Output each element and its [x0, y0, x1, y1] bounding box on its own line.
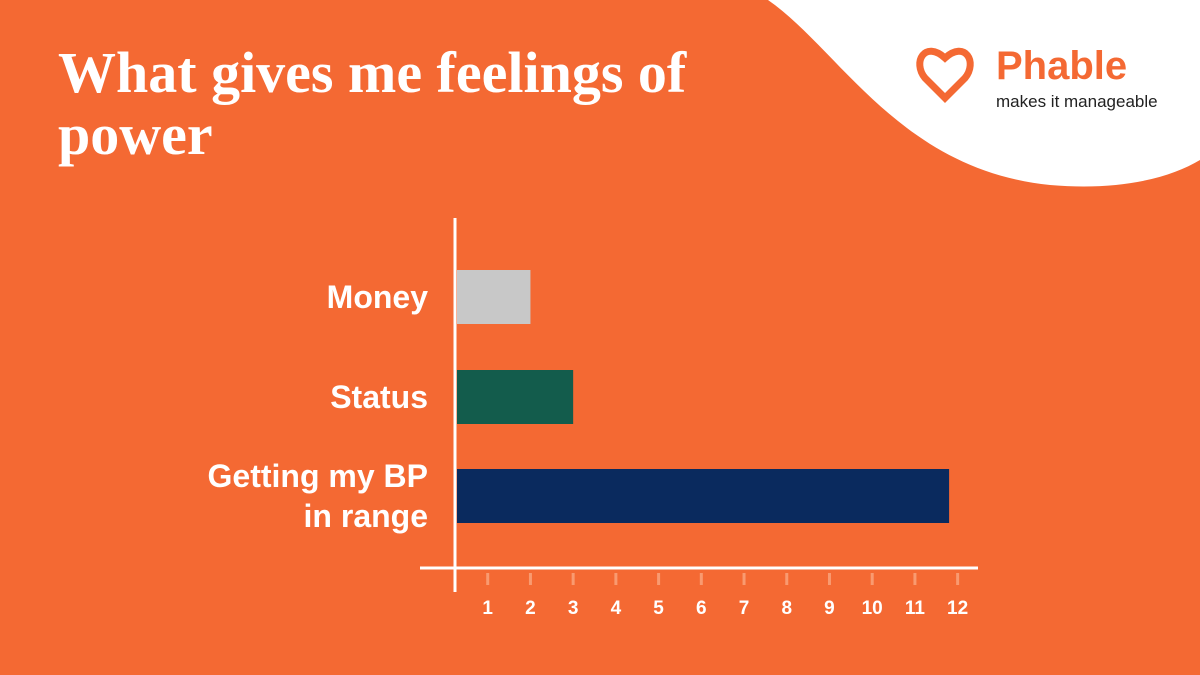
- category-label: Status: [330, 379, 428, 415]
- x-tick-label: 3: [567, 598, 579, 619]
- x-tick-label: 2: [525, 598, 536, 619]
- brand-name: Phable: [996, 44, 1128, 88]
- x-tick-label: 11: [904, 598, 925, 619]
- logo-backdrop: [768, 0, 1200, 187]
- bar: [457, 270, 531, 324]
- x-tick-label: 6: [696, 598, 707, 619]
- x-tick-label: 5: [653, 598, 664, 619]
- x-tick-label: 10: [861, 598, 883, 619]
- bar: [457, 469, 950, 523]
- x-tick-label: 7: [738, 598, 750, 619]
- category-label: Money: [326, 279, 428, 315]
- brand-tagline: makes it manageable: [996, 92, 1158, 111]
- x-tick-label: 1: [482, 598, 493, 619]
- bar: [457, 370, 574, 424]
- x-tick-label: 4: [610, 598, 622, 619]
- x-tick-label: 12: [947, 598, 969, 619]
- logo-icon: [916, 47, 974, 103]
- chart-title: What gives me feelings of power: [58, 40, 687, 167]
- x-tick-label: 9: [824, 598, 835, 619]
- x-tick-label: 8: [781, 598, 793, 619]
- category-label: Getting my BP in range: [207, 458, 428, 534]
